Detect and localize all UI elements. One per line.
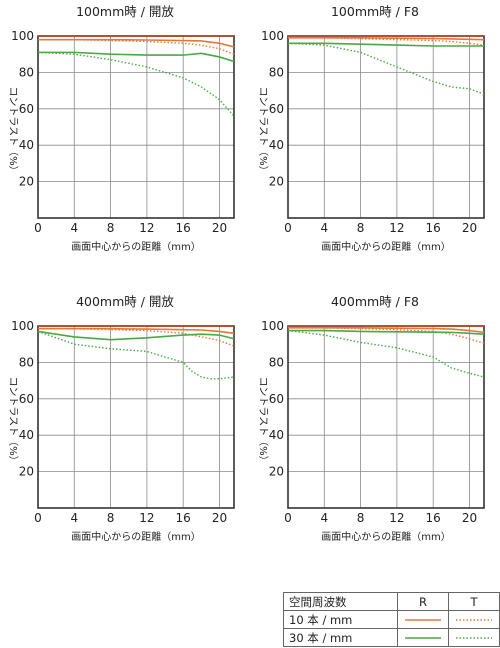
y-tick-label: 100 (11, 319, 34, 333)
plot-frame (37, 35, 235, 219)
series-line-1 (38, 328, 235, 347)
chart-title: 400mm時 / 開放 (76, 294, 174, 309)
x-axis-label: 画面中心からの距離（mm） (71, 530, 200, 543)
y-tick-label: 20 (19, 465, 34, 479)
y-tick-label: 80 (19, 65, 34, 79)
chart-title: 100mm時 / F8 (331, 4, 419, 19)
x-tick-label: 0 (34, 221, 42, 235)
y-tick-label: 40 (19, 138, 34, 152)
legend-header: 空間周波数 (283, 592, 398, 611)
legend-10-r-swatch (397, 610, 449, 629)
legend-table: 空間周波数 R T 10 本 / mm 30 本 / mm (283, 592, 500, 647)
chart-svg: 100mm時 / 開放 0 4 8 12 16 20 20 40 60 80 100 画面中心からの距離… (7, 4, 235, 253)
chart-svg: 400mm時 / F8 0 4 8 12 16 20 20 40 60 80 100 画面中心からの距離… (257, 294, 485, 543)
y-tick-label: 40 (269, 428, 284, 442)
x-tick-label: 16 (426, 511, 441, 525)
y-axis-label: コントラスト（%） (257, 86, 269, 175)
x-tick-label: 16 (176, 221, 191, 235)
y-axis-label: コントラスト（%） (7, 86, 19, 175)
y-tick-label: 80 (269, 65, 284, 79)
y-tick-label: 20 (269, 465, 284, 479)
y-tick-label: 60 (19, 102, 34, 116)
series-line-2 (288, 329, 485, 335)
y-tick-label: 40 (19, 428, 34, 442)
legend-row-10: 10 本 / mm (283, 610, 398, 629)
x-axis-label: 画面中心からの距離（mm） (71, 240, 200, 253)
plot-frame (37, 325, 235, 509)
plot-frame (287, 325, 485, 509)
series-line-3 (287, 42, 485, 95)
series-line-3 (37, 330, 235, 380)
y-axis-label: コントラスト（%） (257, 376, 269, 465)
chart-panel-1: 100mm時 / 開放 0 4 8 12 16 20 20 40 60 80 100 画面中心からの距離… (0, 0, 250, 270)
series-line-2 (38, 51, 235, 63)
x-tick-label: 12 (389, 511, 404, 525)
x-tick-label: 0 (284, 511, 292, 525)
series-line-1 (38, 38, 235, 55)
x-tick-label: 8 (357, 511, 365, 525)
x-tick-label: 12 (139, 511, 154, 525)
chart-title: 400mm時 / F8 (331, 294, 419, 309)
x-tick-label: 8 (357, 221, 365, 235)
y-tick-label: 20 (269, 175, 284, 189)
series-line-3 (37, 51, 235, 117)
chart-panel-4: 400mm時 / F8 0 4 8 12 16 20 20 40 60 80 100 画面中心からの距離… (250, 290, 500, 560)
y-tick-label: 20 (19, 175, 34, 189)
chart-svg: 100mm時 / F8 0 4 8 12 16 20 20 40 60 80 100 画面中心からの距離… (257, 4, 485, 253)
x-tick-label: 20 (462, 221, 477, 235)
y-tick-label: 100 (261, 319, 284, 333)
x-tick-label: 20 (212, 221, 227, 235)
x-tick-label: 16 (426, 221, 441, 235)
y-tick-label: 60 (269, 392, 284, 406)
legend-col-t: T (448, 592, 500, 611)
x-tick-label: 4 (320, 221, 328, 235)
legend-row-30: 30 本 / mm (283, 628, 398, 647)
x-tick-label: 4 (70, 511, 78, 525)
y-tick-label: 40 (269, 138, 284, 152)
y-tick-label: 100 (261, 29, 284, 43)
series-line-2 (288, 42, 484, 47)
y-tick-label: 80 (19, 355, 34, 369)
chart-svg: 400mm時 / 開放 0 4 8 12 16 20 20 40 60 80 100 画面中心からの距離… (7, 294, 235, 543)
series-line-1 (288, 37, 485, 46)
x-axis-label: 画面中心からの距離（mm） (321, 530, 450, 543)
x-tick-label: 12 (139, 221, 154, 235)
y-axis-label: コントラスト（%） (7, 376, 19, 465)
y-tick-label: 80 (269, 355, 284, 369)
legend-30-t-swatch (448, 628, 500, 647)
y-tick-label: 100 (11, 29, 34, 43)
series-line-3 (287, 329, 485, 378)
x-tick-label: 20 (212, 511, 227, 525)
x-tick-label: 8 (107, 221, 115, 235)
x-tick-label: 12 (389, 221, 404, 235)
x-tick-label: 8 (107, 511, 115, 525)
x-tick-label: 0 (284, 221, 292, 235)
x-tick-label: 4 (320, 511, 328, 525)
chart-panel-2: 100mm時 / F8 0 4 8 12 16 20 20 40 60 80 100 画面中心からの距離… (250, 0, 500, 270)
x-tick-label: 20 (462, 511, 477, 525)
legend-col-r: R (397, 592, 449, 611)
x-tick-label: 4 (70, 221, 78, 235)
x-tick-label: 0 (34, 511, 42, 525)
x-tick-label: 16 (176, 511, 191, 525)
legend-30-r-swatch (397, 628, 449, 647)
chart-title: 100mm時 / 開放 (76, 4, 174, 19)
y-tick-label: 60 (269, 102, 284, 116)
plot-frame (287, 35, 485, 219)
x-axis-label: 画面中心からの距離（mm） (321, 240, 450, 253)
y-tick-label: 60 (19, 392, 34, 406)
legend-10-t-swatch (448, 610, 500, 629)
series-line-2 (37, 330, 235, 341)
chart-panel-3: 400mm時 / 開放 0 4 8 12 16 20 20 40 60 80 100 画面中心からの距離… (0, 290, 250, 560)
series-line-1 (288, 327, 485, 344)
